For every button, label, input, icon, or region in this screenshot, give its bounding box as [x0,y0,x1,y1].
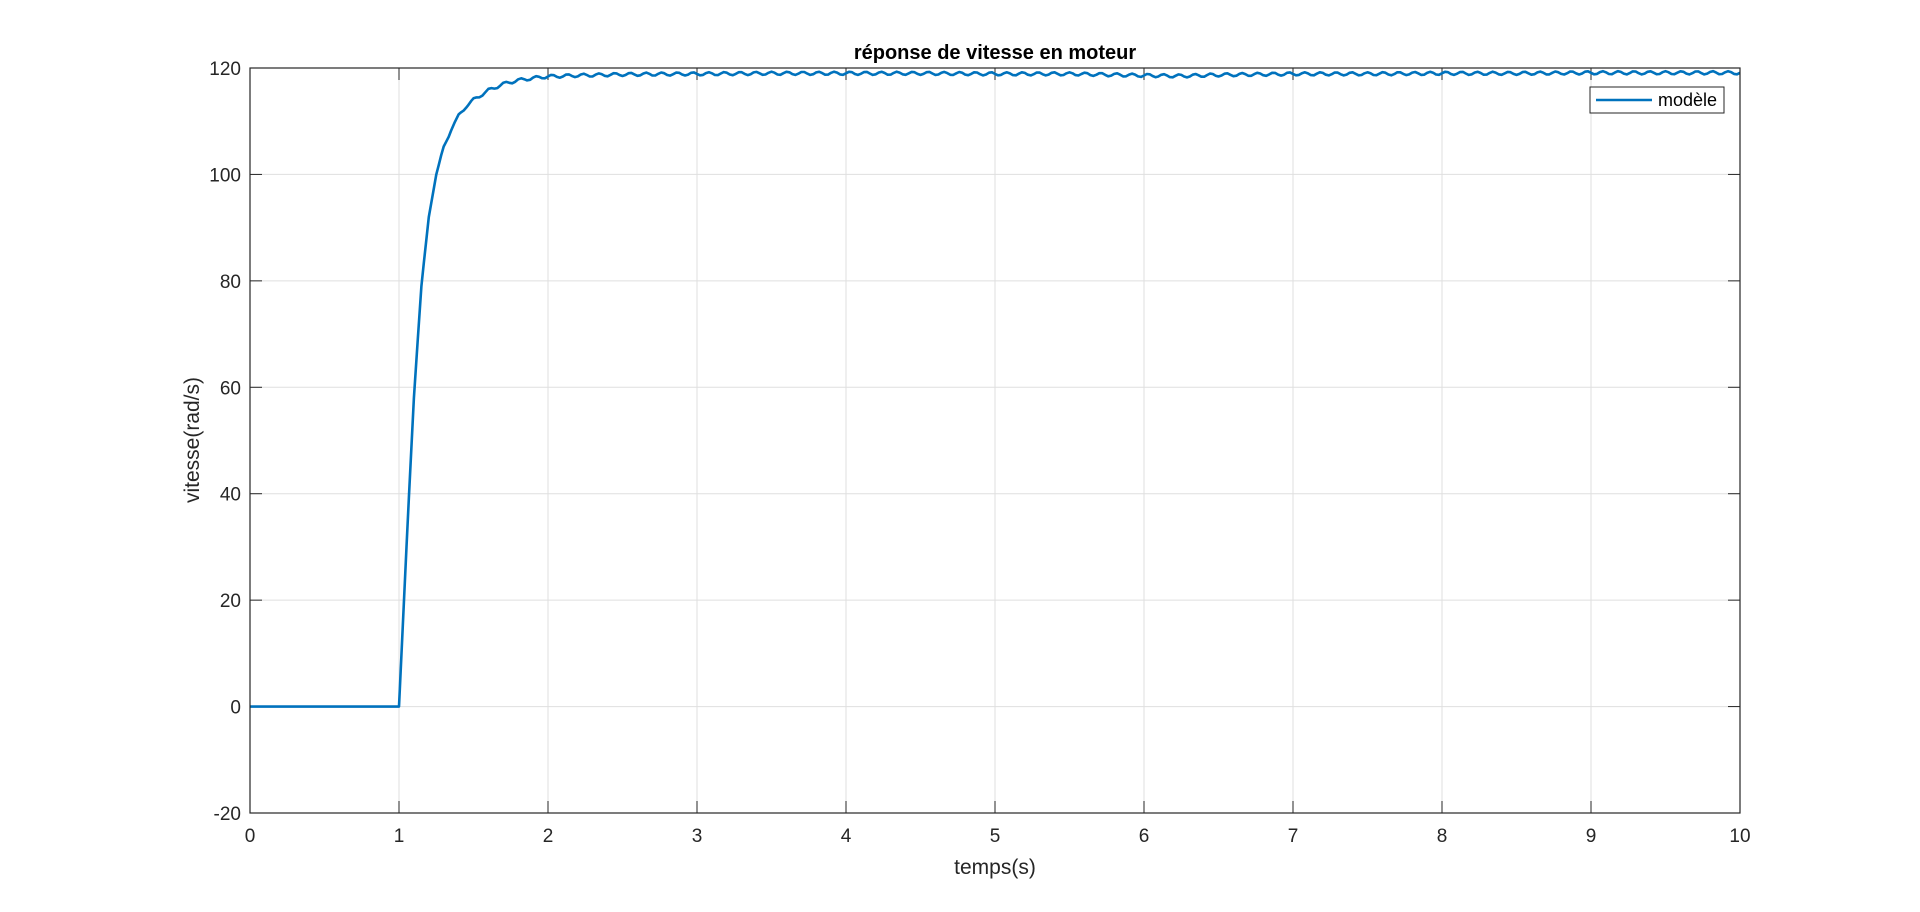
x-tick-label: 5 [990,826,1001,847]
x-axis-label: temps(s) [954,856,1036,879]
y-axis-label: vitesse(rad/s) [181,377,204,503]
x-tick-label: 8 [1437,826,1448,847]
legend[interactable]: modèle [1589,86,1725,114]
x-tick-label: 7 [1288,826,1299,847]
y-tick-label: 100 [209,165,241,186]
series-layer [250,69,1741,708]
y-tick-label: 20 [220,591,241,612]
x-tick-label: 6 [1139,826,1150,847]
grid [250,68,1740,813]
x-tick-labels: 0 1 2 3 4 5 6 7 8 9 10 [245,826,1751,847]
y-tick-label: 40 [220,485,241,506]
x-tick-label: 2 [543,826,554,847]
x-tick-label: 10 [1729,826,1750,847]
legend-label-modele: modèle [1658,90,1717,110]
y-tick-label: 120 [209,59,241,80]
x-tick-label: 4 [841,826,852,847]
y-tick-label: 0 [230,698,241,719]
y-tick-label: 80 [220,272,241,293]
chart-title: réponse de vitesse en moteur [854,42,1137,64]
plot-area-border [249,67,1741,814]
y-tick-labels: -20 0 20 40 60 80 100 120 [209,59,241,825]
x-tick-label: 1 [394,826,405,847]
x-tick-label: 0 [245,826,256,847]
y-tick-label: 60 [220,378,241,399]
y-tick-label: -20 [214,804,241,825]
x-tick-label: 3 [692,826,703,847]
x-tick-label: 9 [1586,826,1597,847]
series-line-0 [250,69,1741,708]
